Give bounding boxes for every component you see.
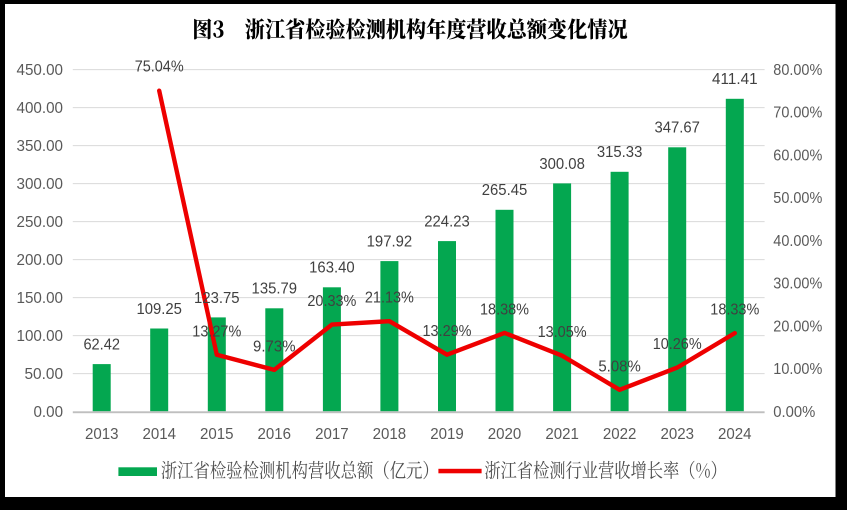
svg-text:400.00: 400.00 (17, 100, 64, 117)
svg-text:2019: 2019 (430, 426, 464, 443)
svg-text:300.08: 300.08 (539, 156, 585, 173)
svg-text:2013: 2013 (85, 426, 119, 443)
svg-text:265.45: 265.45 (482, 182, 528, 199)
svg-text:80.00%: 80.00% (773, 62, 822, 79)
svg-text:13.27%: 13.27% (192, 323, 241, 340)
svg-text:450.00: 450.00 (17, 62, 64, 79)
svg-text:2020: 2020 (488, 426, 522, 443)
svg-text:20.33%: 20.33% (307, 293, 356, 310)
svg-text:123.75: 123.75 (194, 290, 240, 307)
svg-text:350.00: 350.00 (17, 138, 64, 155)
svg-text:2021: 2021 (545, 426, 579, 443)
svg-text:2018: 2018 (373, 426, 407, 443)
svg-text:9.73%: 9.73% (253, 338, 296, 355)
svg-text:70.00%: 70.00% (773, 105, 822, 122)
svg-text:163.40: 163.40 (309, 260, 355, 277)
svg-text:2023: 2023 (660, 426, 694, 443)
svg-text:50.00%: 50.00% (773, 190, 822, 207)
svg-text:200.00: 200.00 (17, 252, 64, 269)
svg-text:100.00: 100.00 (17, 328, 64, 345)
svg-text:0.00%: 0.00% (773, 404, 815, 421)
svg-text:2017: 2017 (315, 426, 349, 443)
svg-text:21.13%: 21.13% (365, 290, 414, 307)
svg-text:0.00: 0.00 (34, 404, 64, 421)
svg-text:50.00: 50.00 (25, 366, 64, 383)
svg-text:2014: 2014 (142, 426, 176, 443)
svg-text:10.00%: 10.00% (773, 361, 822, 378)
svg-text:13.05%: 13.05% (538, 324, 587, 341)
svg-text:347.67: 347.67 (654, 120, 700, 137)
svg-text:2015: 2015 (200, 426, 234, 443)
svg-text:109.25: 109.25 (136, 301, 182, 318)
svg-text:411.41: 411.41 (712, 71, 758, 88)
svg-text:18.33%: 18.33% (710, 302, 759, 319)
svg-text:2016: 2016 (258, 426, 292, 443)
svg-text:315.33: 315.33 (597, 144, 643, 161)
svg-text:224.23: 224.23 (424, 214, 470, 231)
svg-text:10.26%: 10.26% (653, 336, 702, 353)
svg-text:20.00%: 20.00% (773, 318, 822, 335)
svg-text:40.00%: 40.00% (773, 233, 822, 250)
svg-text:2022: 2022 (603, 426, 637, 443)
svg-text:300.00: 300.00 (17, 176, 64, 193)
svg-text:5.08%: 5.08% (598, 358, 641, 375)
svg-text:13.29%: 13.29% (423, 323, 472, 340)
svg-text:62.42: 62.42 (83, 337, 120, 354)
svg-text:250.00: 250.00 (17, 214, 64, 231)
svg-text:75.04%: 75.04% (135, 58, 184, 75)
svg-text:135.79: 135.79 (252, 281, 298, 298)
svg-text:150.00: 150.00 (17, 290, 64, 307)
svg-text:197.92: 197.92 (367, 234, 413, 251)
svg-text:60.00%: 60.00% (773, 147, 822, 164)
svg-text:2024: 2024 (718, 426, 752, 443)
svg-text:18.38%: 18.38% (480, 301, 529, 318)
svg-text:30.00%: 30.00% (773, 276, 822, 293)
